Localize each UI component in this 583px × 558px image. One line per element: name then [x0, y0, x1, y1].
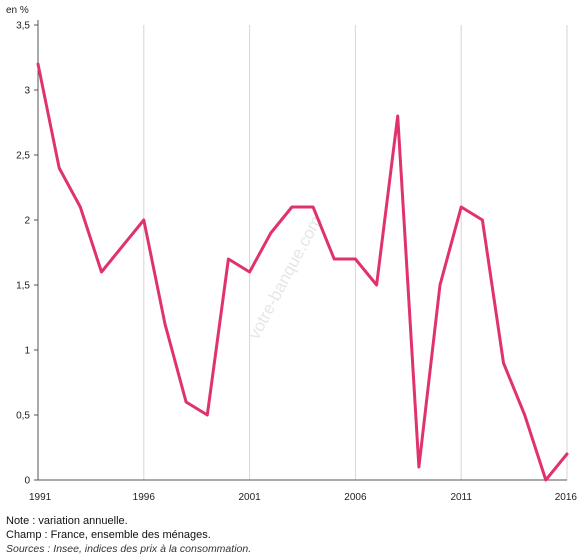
axes	[37, 20, 567, 481]
x-tick-label-2011: 2011	[450, 492, 472, 503]
x-tick-label-2001: 2001	[238, 492, 261, 503]
y-tick-label-3,5: 3,5	[16, 21, 30, 32]
x-tick-label-1991: 1991	[29, 492, 52, 503]
series-line-0	[36, 62, 569, 482]
y-axis-ticks: 0 0,5 1 1,5 2 2,5 3 3,5	[16, 21, 38, 487]
chart-notes: Note : variation annuelle. Champ : Franc…	[6, 514, 251, 556]
y-axis-unit-label: en %	[6, 5, 29, 16]
y-tick-label-0: 0	[24, 476, 30, 487]
x-tick-label-1996: 1996	[133, 492, 156, 503]
x-axis-ticks: 1991 1996 2001 2006 2011 2016	[29, 492, 577, 503]
y-tick-label-2: 2	[24, 216, 30, 227]
champ-text: Champ : France, ensemble des ménages.	[6, 529, 211, 541]
watermark-text: votre-banque.com	[245, 212, 326, 342]
series-group	[36, 62, 569, 482]
y-tick-label-2,5: 2,5	[16, 151, 30, 162]
y-tick-label-3: 3	[24, 86, 30, 97]
vertical-gridlines	[143, 25, 568, 480]
note-text: Note : variation annuelle.	[6, 515, 128, 527]
y-tick-label-1: 1	[24, 346, 30, 357]
x-tick-label-2006: 2006	[344, 492, 367, 503]
x-tick-label-2016: 2016	[555, 492, 578, 503]
y-tick-label-1,5: 1,5	[16, 281, 30, 292]
y-tick-label-0,5: 0,5	[16, 411, 30, 422]
inflation-line-chart: 0 0,5 1 1,5 2 2,5 3 3,5 1991 1996 2001 2006 2011 201…	[6, 5, 577, 503]
sources-text: Sources : Insee, indices des prix à la c…	[6, 543, 252, 555]
